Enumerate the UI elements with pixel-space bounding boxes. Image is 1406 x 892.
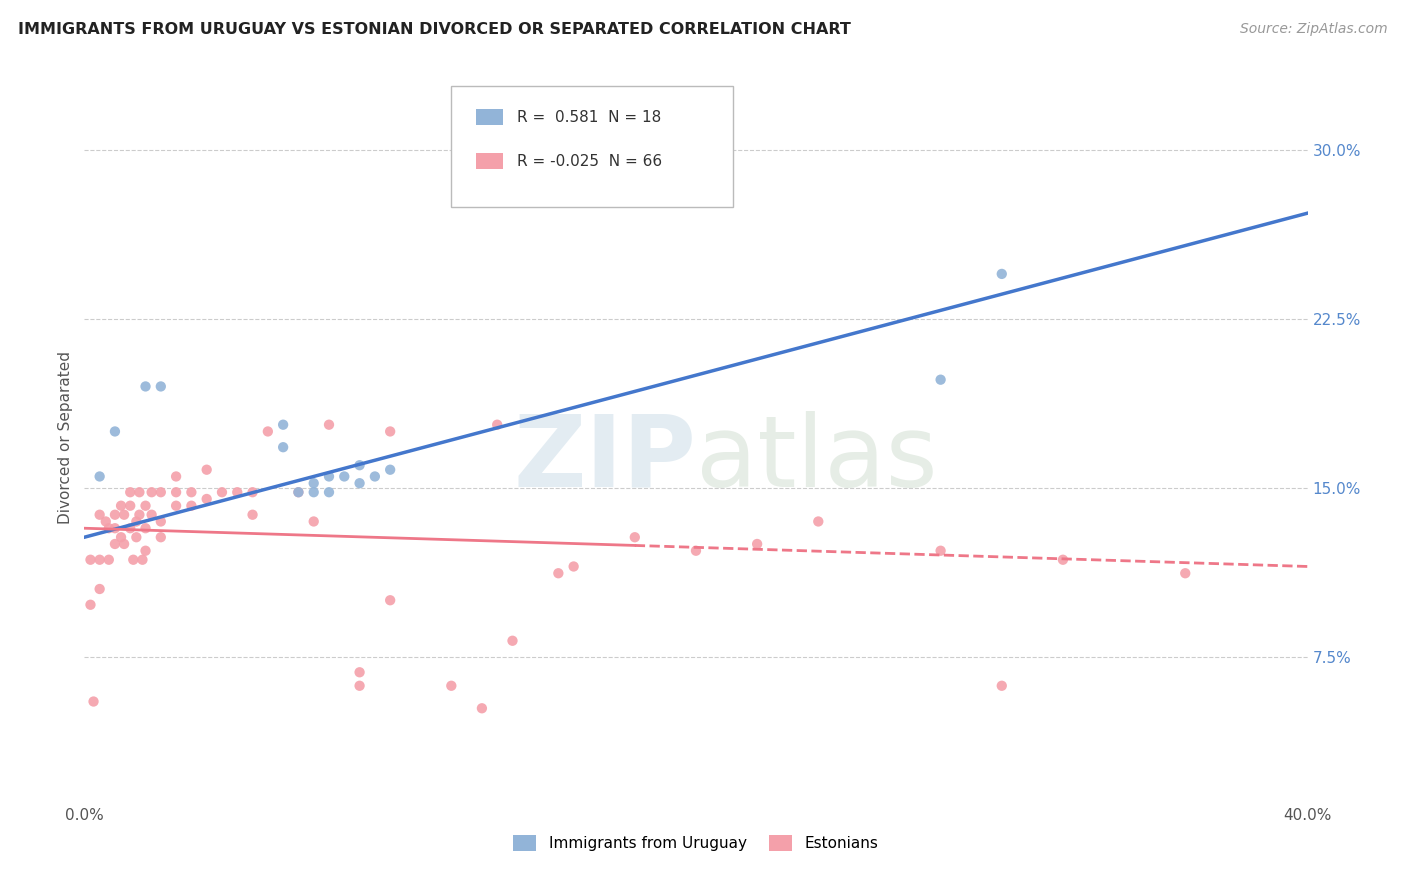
Legend: Immigrants from Uruguay, Estonians: Immigrants from Uruguay, Estonians [508, 830, 884, 857]
Point [486, 417, 509, 432]
Point [120, 499, 142, 513]
FancyBboxPatch shape [475, 153, 503, 169]
Point [302, 515, 325, 529]
Point [257, 425, 280, 439]
Point [97, 521, 120, 535]
Point [624, 530, 647, 544]
Point [128, 508, 150, 522]
Point [89, 508, 111, 522]
Point [502, 633, 524, 648]
Point [112, 508, 135, 522]
Point [165, 485, 187, 500]
Point [135, 521, 157, 535]
Point [302, 476, 325, 491]
Point [135, 379, 157, 393]
Point [110, 530, 132, 544]
Point [120, 521, 142, 535]
Point [141, 508, 163, 522]
Point [112, 537, 135, 551]
Point [125, 515, 148, 529]
Point [211, 485, 233, 500]
Point [135, 499, 157, 513]
Point [128, 485, 150, 500]
Point [180, 499, 202, 513]
Point [226, 485, 249, 500]
Point [89, 553, 111, 567]
Point [349, 679, 371, 693]
Point [149, 530, 172, 544]
Point [79, 598, 101, 612]
Point [195, 463, 218, 477]
Point [562, 559, 585, 574]
Point [349, 458, 371, 473]
Point [471, 701, 494, 715]
Point [94, 515, 117, 529]
Point [149, 485, 172, 500]
Point [242, 485, 264, 500]
Text: R = -0.025  N = 66: R = -0.025 N = 66 [517, 153, 662, 169]
Point [104, 537, 127, 551]
Point [125, 530, 148, 544]
Point [104, 521, 127, 535]
Point [131, 553, 153, 567]
Point [380, 425, 402, 439]
Point [1052, 553, 1074, 567]
Point [685, 543, 707, 558]
Point [440, 679, 463, 693]
Point [141, 485, 163, 500]
Point [149, 379, 172, 393]
Text: ZIP: ZIP [513, 410, 696, 508]
Point [318, 469, 340, 483]
Point [349, 665, 371, 680]
Point [991, 679, 1014, 693]
Point [287, 485, 309, 500]
Point [149, 515, 172, 529]
Point [929, 373, 952, 387]
Text: Source: ZipAtlas.com: Source: ZipAtlas.com [1240, 22, 1388, 37]
Point [120, 485, 142, 500]
Point [83, 694, 105, 708]
Point [79, 553, 101, 567]
Point [302, 485, 325, 500]
Point [271, 417, 294, 432]
Point [349, 476, 371, 491]
Point [364, 469, 387, 483]
Y-axis label: Divorced or Separated: Divorced or Separated [58, 351, 73, 524]
Point [165, 499, 187, 513]
Text: IMMIGRANTS FROM URUGUAY VS ESTONIAN DIVORCED OR SEPARATED CORRELATION CHART: IMMIGRANTS FROM URUGUAY VS ESTONIAN DIVO… [18, 22, 851, 37]
Text: atlas: atlas [696, 410, 938, 508]
Point [318, 417, 340, 432]
Text: R =  0.581  N = 18: R = 0.581 N = 18 [517, 110, 662, 125]
Point [380, 593, 402, 607]
Point [807, 515, 830, 529]
Point [271, 440, 294, 454]
Point [333, 469, 356, 483]
Point [242, 508, 264, 522]
Point [1174, 566, 1197, 581]
Point [135, 543, 157, 558]
Point [104, 425, 127, 439]
Point [89, 582, 111, 596]
Point [547, 566, 569, 581]
Point [104, 508, 127, 522]
Point [97, 553, 120, 567]
Point [122, 553, 145, 567]
Point [180, 485, 202, 500]
Point [287, 485, 309, 500]
Point [991, 267, 1014, 281]
Point [747, 537, 769, 551]
FancyBboxPatch shape [475, 110, 503, 126]
Point [110, 499, 132, 513]
Point [165, 469, 187, 483]
Point [380, 463, 402, 477]
Point [929, 543, 952, 558]
Point [318, 485, 340, 500]
Point [195, 491, 218, 506]
Point [89, 469, 111, 483]
FancyBboxPatch shape [451, 86, 733, 207]
